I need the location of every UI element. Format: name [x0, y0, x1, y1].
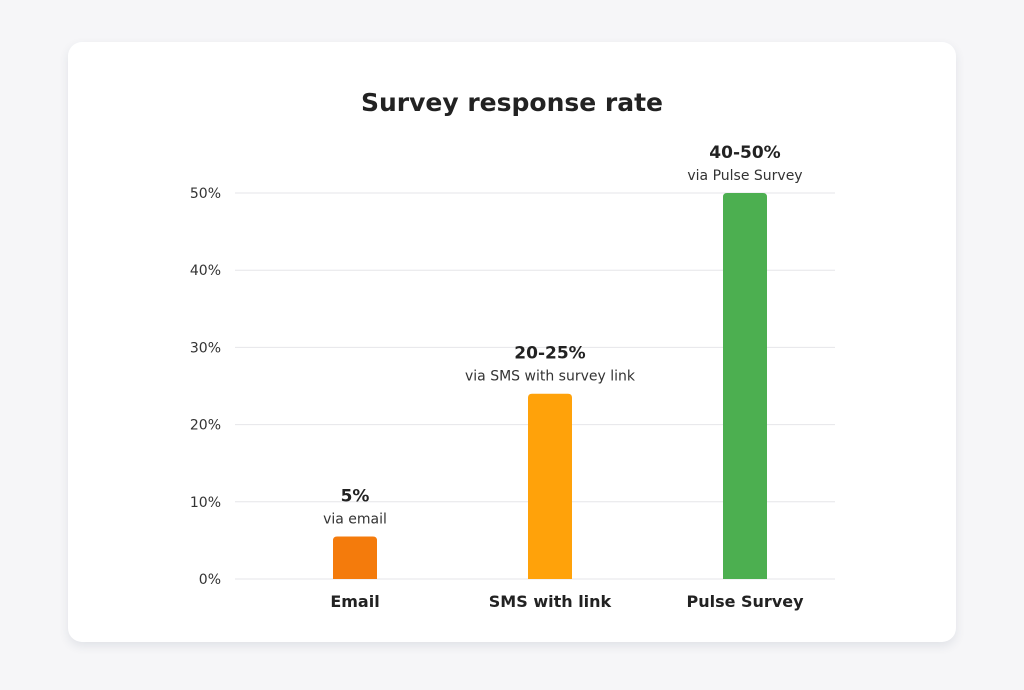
y-tick-label: 30%	[190, 340, 221, 356]
category-label: Email	[330, 592, 379, 611]
chart-title: Survey response rate	[361, 88, 663, 117]
sub-label: via Pulse Survey	[687, 168, 802, 184]
data-labels: 5% via email 20-25% via SMS with survey lin…	[323, 143, 803, 528]
category-label: Pulse Survey	[686, 592, 804, 611]
y-axis-ticks: 0% 10% 20% 30% 40% 50%	[190, 186, 221, 588]
bar-email	[333, 536, 377, 579]
value-label: 20-25%	[514, 344, 585, 364]
y-tick-label: 40%	[190, 263, 221, 279]
x-axis-categories: Email SMS with link Pulse Survey	[330, 592, 804, 611]
sub-label: via SMS with survey link	[465, 369, 636, 385]
value-label: 40-50%	[709, 143, 780, 163]
bars	[333, 193, 767, 579]
bar-pulse-survey	[723, 193, 767, 579]
bar-sms-with-link	[528, 393, 572, 579]
sub-label: via email	[323, 512, 387, 528]
y-tick-label: 50%	[190, 186, 221, 202]
y-tick-label: 0%	[199, 572, 221, 588]
category-label: SMS with link	[489, 592, 612, 611]
chart-card	[68, 42, 956, 642]
y-tick-label: 20%	[190, 418, 221, 434]
value-label: 5%	[341, 487, 370, 507]
y-tick-label: 10%	[190, 495, 221, 511]
